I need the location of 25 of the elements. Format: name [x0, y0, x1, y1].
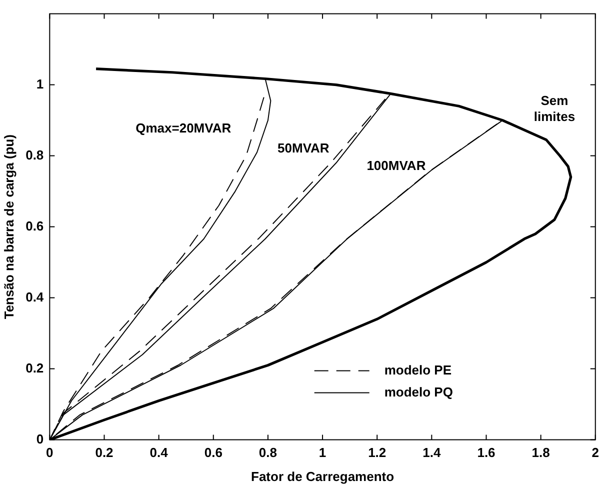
x-tick-label: 0.2: [95, 445, 114, 460]
y-tick-label: 0.2: [26, 360, 44, 376]
y-axis-title: Tensão na barra de carga (pu): [1, 134, 16, 320]
y-tick-label: 0.8: [26, 147, 44, 162]
x-axis-title: Fator de Carregamento: [251, 468, 394, 484]
x-tick-label: 0.8: [258, 445, 277, 460]
annotation: 50MVAR: [278, 140, 330, 156]
x-tick-label: 1.2: [368, 445, 386, 460]
x-tick-label: 0.6: [204, 445, 222, 460]
x-tick-label: 1.6: [477, 445, 496, 460]
y-tick-label: 0.6: [26, 218, 44, 234]
x-tick-label: 2: [592, 445, 599, 460]
annotation: Sem limites: [534, 93, 576, 124]
x-tick-label: 1: [318, 445, 326, 460]
x-tick-label: 1.8: [532, 445, 550, 460]
legend-label: modelo PQ: [384, 384, 453, 400]
legend-label: modelo PE: [384, 362, 452, 378]
x-tick-label: 1.4: [422, 445, 442, 460]
y-tick-label: 0: [36, 431, 44, 446]
annotation: 100MVAR: [366, 158, 426, 173]
x-tick-label: 0: [46, 445, 54, 460]
y-tick-label: 0.4: [26, 289, 44, 304]
y-tick-label: 1: [36, 76, 44, 92]
x-tick-label: 0.4: [150, 445, 169, 460]
annotation: Qmax=20MVAR: [136, 120, 232, 136]
